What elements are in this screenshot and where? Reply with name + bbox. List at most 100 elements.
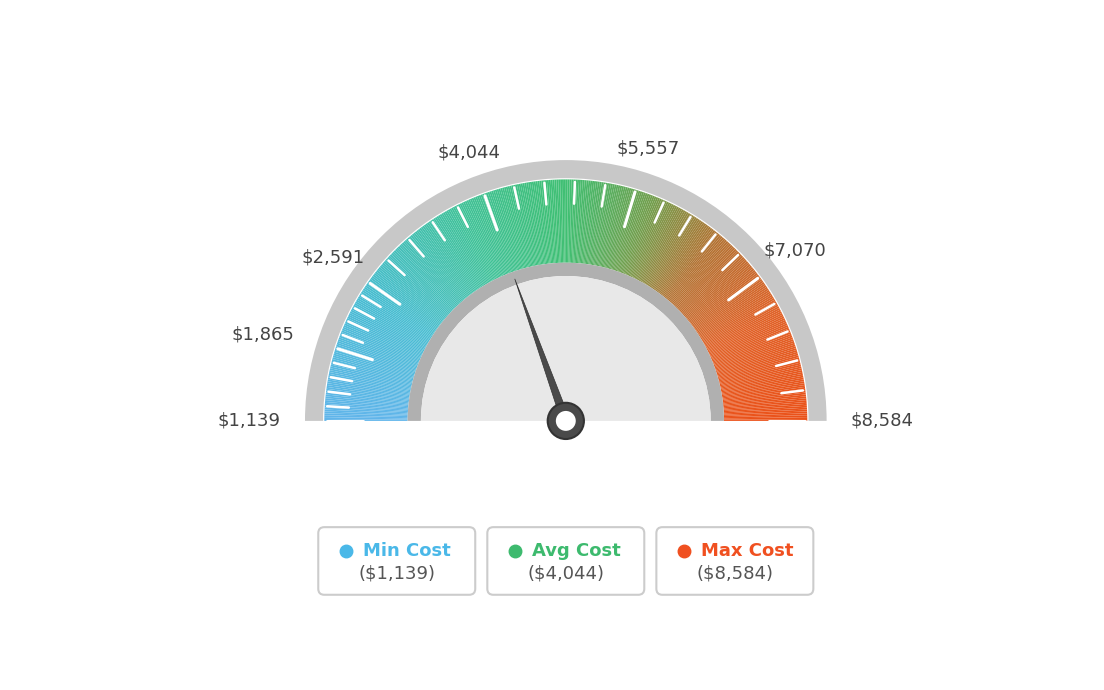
Wedge shape — [342, 328, 420, 362]
Wedge shape — [325, 415, 407, 418]
Wedge shape — [351, 310, 425, 349]
Wedge shape — [329, 372, 411, 390]
Wedge shape — [329, 370, 411, 389]
Wedge shape — [416, 230, 469, 297]
Wedge shape — [325, 417, 407, 420]
Wedge shape — [411, 235, 465, 300]
Wedge shape — [609, 189, 635, 269]
Wedge shape — [543, 180, 552, 264]
Wedge shape — [704, 304, 778, 346]
Text: ($1,139): ($1,139) — [359, 564, 435, 582]
Wedge shape — [401, 244, 458, 306]
Wedge shape — [616, 192, 644, 271]
Wedge shape — [514, 184, 533, 266]
Wedge shape — [631, 201, 669, 278]
Wedge shape — [530, 181, 543, 264]
Wedge shape — [690, 271, 756, 324]
Wedge shape — [585, 181, 598, 264]
Wedge shape — [340, 334, 418, 365]
Wedge shape — [415, 231, 468, 297]
Wedge shape — [719, 361, 800, 383]
Wedge shape — [583, 181, 594, 264]
Wedge shape — [357, 298, 429, 342]
Wedge shape — [702, 298, 775, 342]
Wedge shape — [386, 258, 449, 315]
Wedge shape — [701, 296, 774, 340]
Wedge shape — [712, 331, 790, 363]
Wedge shape — [335, 350, 415, 375]
Wedge shape — [325, 419, 407, 421]
Wedge shape — [305, 160, 827, 421]
Wedge shape — [527, 182, 541, 265]
Wedge shape — [538, 181, 549, 264]
Wedge shape — [355, 302, 428, 344]
Wedge shape — [721, 374, 803, 391]
Wedge shape — [713, 334, 792, 365]
Wedge shape — [723, 402, 807, 410]
Wedge shape — [614, 190, 640, 270]
Wedge shape — [500, 188, 524, 268]
Wedge shape — [723, 404, 807, 411]
Wedge shape — [719, 357, 799, 380]
Wedge shape — [565, 179, 567, 263]
Text: Max Cost: Max Cost — [701, 542, 794, 560]
Wedge shape — [455, 206, 493, 281]
Wedge shape — [503, 187, 527, 268]
Wedge shape — [333, 355, 414, 380]
Wedge shape — [347, 318, 423, 355]
Wedge shape — [724, 411, 807, 416]
Wedge shape — [634, 202, 670, 278]
Wedge shape — [721, 370, 803, 389]
Wedge shape — [335, 348, 415, 375]
Wedge shape — [519, 184, 537, 266]
Wedge shape — [699, 291, 771, 337]
Wedge shape — [708, 315, 784, 353]
Wedge shape — [443, 212, 487, 285]
Wedge shape — [613, 190, 638, 270]
Wedge shape — [326, 396, 408, 406]
Wedge shape — [593, 183, 609, 265]
Wedge shape — [635, 203, 672, 279]
Wedge shape — [452, 208, 491, 282]
Wedge shape — [693, 279, 762, 329]
Wedge shape — [723, 391, 806, 402]
Wedge shape — [438, 215, 484, 286]
Wedge shape — [718, 352, 798, 377]
Wedge shape — [723, 406, 807, 412]
Wedge shape — [471, 198, 506, 275]
Wedge shape — [689, 270, 755, 323]
Wedge shape — [355, 299, 429, 342]
Wedge shape — [715, 341, 794, 370]
Wedge shape — [624, 197, 657, 275]
Wedge shape — [720, 364, 802, 385]
Wedge shape — [705, 308, 781, 348]
Wedge shape — [564, 179, 565, 263]
Text: $1,139: $1,139 — [217, 412, 280, 430]
Wedge shape — [670, 239, 726, 303]
Wedge shape — [675, 246, 734, 307]
Wedge shape — [596, 184, 615, 266]
Wedge shape — [325, 406, 408, 412]
Wedge shape — [590, 182, 604, 265]
Wedge shape — [724, 408, 807, 413]
Text: $1,865: $1,865 — [231, 326, 294, 344]
Wedge shape — [639, 206, 679, 281]
Wedge shape — [425, 224, 475, 292]
Wedge shape — [488, 192, 516, 271]
Wedge shape — [587, 181, 599, 264]
Wedge shape — [638, 206, 677, 281]
Wedge shape — [435, 217, 481, 288]
Wedge shape — [714, 337, 793, 367]
Wedge shape — [439, 214, 485, 286]
Wedge shape — [461, 202, 498, 278]
Wedge shape — [551, 180, 558, 263]
Wedge shape — [406, 239, 463, 302]
Wedge shape — [662, 230, 715, 297]
FancyBboxPatch shape — [487, 527, 645, 595]
Wedge shape — [626, 198, 660, 275]
Wedge shape — [672, 242, 730, 305]
Wedge shape — [716, 348, 797, 375]
Wedge shape — [389, 255, 450, 313]
Wedge shape — [721, 377, 804, 394]
Wedge shape — [575, 180, 583, 263]
